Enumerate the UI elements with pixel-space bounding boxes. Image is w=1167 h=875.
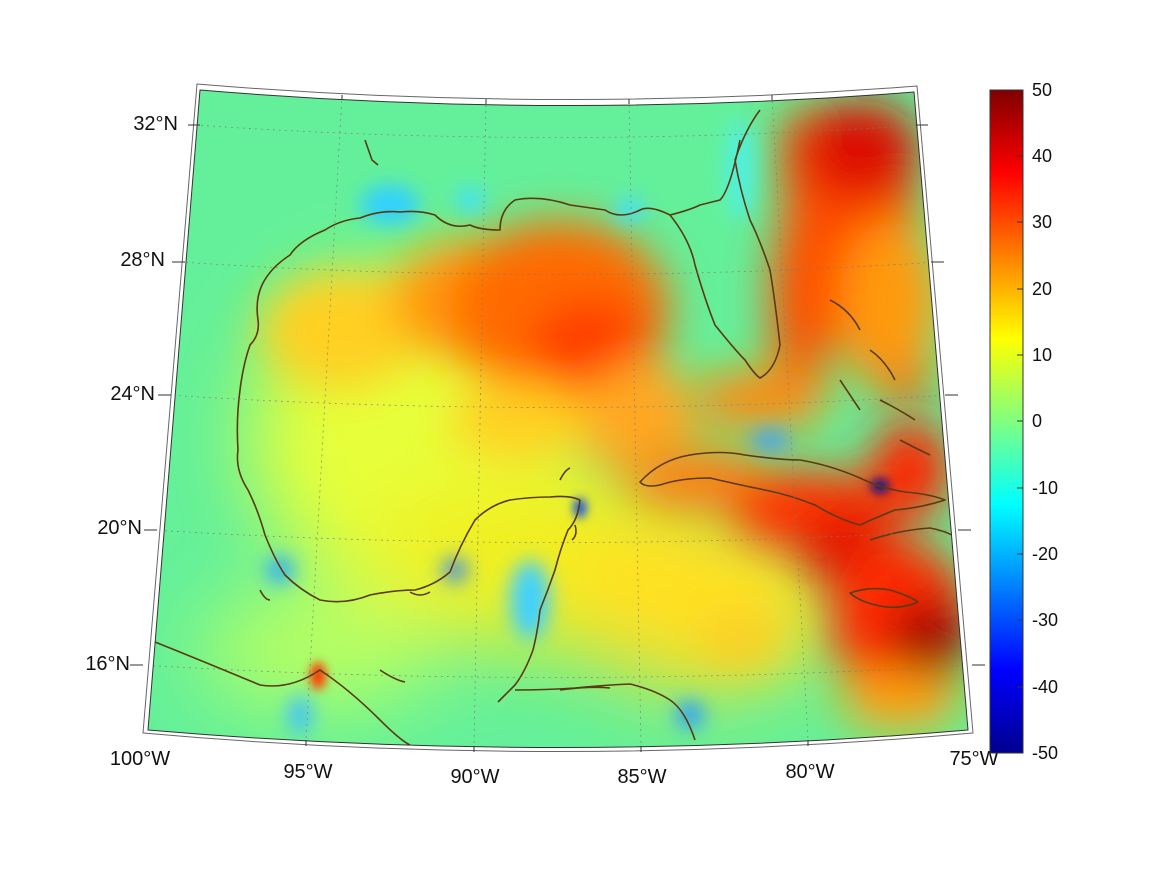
coastlines xyxy=(149,109,961,746)
coastline-central-america xyxy=(149,639,411,746)
colorbar: 50 40 30 20 10 0 -10 -20 -30 -40 -50 xyxy=(989,80,1058,763)
colorbar-tick-40: 40 xyxy=(1032,146,1052,166)
colorbar-tick-50: 50 xyxy=(1032,80,1052,100)
lat-label-24: 24°N xyxy=(110,383,155,405)
graticule xyxy=(148,94,968,747)
coastline-gulf xyxy=(236,139,741,603)
gridline-lat-24 xyxy=(166,394,951,408)
lon-label-80: 80°W xyxy=(785,761,834,783)
lat-label-20: 20°N xyxy=(97,517,142,539)
longitude-labels: 100°W 95°W 90°W 85°W 80°W 75°W xyxy=(110,748,999,788)
colorbar-tick-30: 30 xyxy=(1032,212,1052,232)
lon-label-90: 90°W xyxy=(450,766,499,788)
latitude-labels: 32°N 28°N 24°N 20°N 16°N xyxy=(85,113,178,675)
gridline-lat-32 xyxy=(194,124,923,138)
lon-label-95: 95°W xyxy=(283,761,332,783)
anomaly-field xyxy=(148,90,968,748)
coastline-islands xyxy=(259,139,611,691)
lat-label-16: 16°N xyxy=(85,653,130,675)
colorbar-tick-neg10: -10 xyxy=(1032,478,1058,498)
coastline-jamaica xyxy=(849,587,919,609)
gridline-lat-16 xyxy=(148,664,968,678)
lon-label-85: 85°W xyxy=(617,766,666,788)
colorbar-tick-10: 10 xyxy=(1032,345,1052,365)
coastline-honduras xyxy=(514,683,696,741)
lat-label-32: 32°N xyxy=(133,113,178,135)
lat-label-28: 28°N xyxy=(120,249,165,271)
colorbar-tick-neg30: -30 xyxy=(1032,610,1058,630)
lon-label-75: 75°W xyxy=(949,748,998,770)
map-frame xyxy=(130,83,985,752)
colorbar-tick-20: 20 xyxy=(1032,279,1052,299)
gridline-lat-28 xyxy=(179,261,938,275)
colorbar-tick-neg20: -20 xyxy=(1032,544,1058,564)
coastline-yucatan xyxy=(497,499,581,703)
colorbar-tick-0: 0 xyxy=(1032,411,1042,431)
colorbar-tick-neg50: -50 xyxy=(1032,743,1058,763)
coastline-bahamas xyxy=(829,299,931,456)
coastline-florida xyxy=(669,109,781,379)
colorbar-tick-neg40: -40 xyxy=(1032,677,1058,697)
coastline-cuba xyxy=(639,451,946,526)
lon-label-100: 100°W xyxy=(110,748,170,770)
